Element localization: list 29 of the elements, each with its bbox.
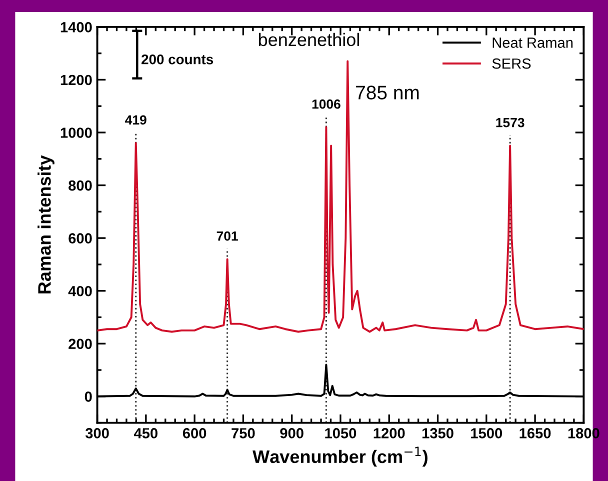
x-tick-label: 1200	[374, 428, 405, 438]
y-tick-label: 1200	[60, 74, 92, 86]
x-tick-label: 1350	[422, 428, 454, 438]
x-tick-label: 300	[85, 428, 109, 438]
ref-line-label: 1573	[496, 118, 524, 128]
ref-line-label: 419	[125, 115, 146, 125]
ref-line-label: 701	[216, 231, 238, 241]
y-tick-label: 1400	[60, 22, 92, 32]
annotation: 785 nm	[356, 86, 419, 100]
legend-label: Neat Raman	[492, 38, 573, 48]
y-tick-label: 800	[68, 180, 92, 191]
x-tick-label: 1050	[325, 428, 356, 438]
y-tick-label: 200	[68, 338, 92, 350]
y-axis-title: Raman intensity	[38, 155, 54, 294]
annotation: 200 counts	[142, 54, 214, 64]
y-tick-label: 400	[68, 286, 92, 296]
x-tick-label: 600	[182, 428, 206, 438]
y-tick-label: 600	[68, 233, 92, 244]
x-tick-label: 1500	[471, 428, 502, 438]
x-tick-label: 900	[280, 428, 304, 438]
x-tick-label: 450	[134, 428, 158, 438]
ref-line-label: 1006	[312, 99, 340, 109]
x-axis-title: Wavenumber (cm$^{−1}$)	[252, 446, 428, 467]
annotation: benzenethiol	[258, 32, 359, 46]
y-tick-label: 0	[84, 392, 92, 402]
y-tick-label: 1000	[60, 128, 92, 138]
x-tick-label: 1650	[520, 428, 551, 438]
x-tick-label: 750	[232, 428, 255, 438]
legend-label: SERS	[492, 58, 531, 69]
